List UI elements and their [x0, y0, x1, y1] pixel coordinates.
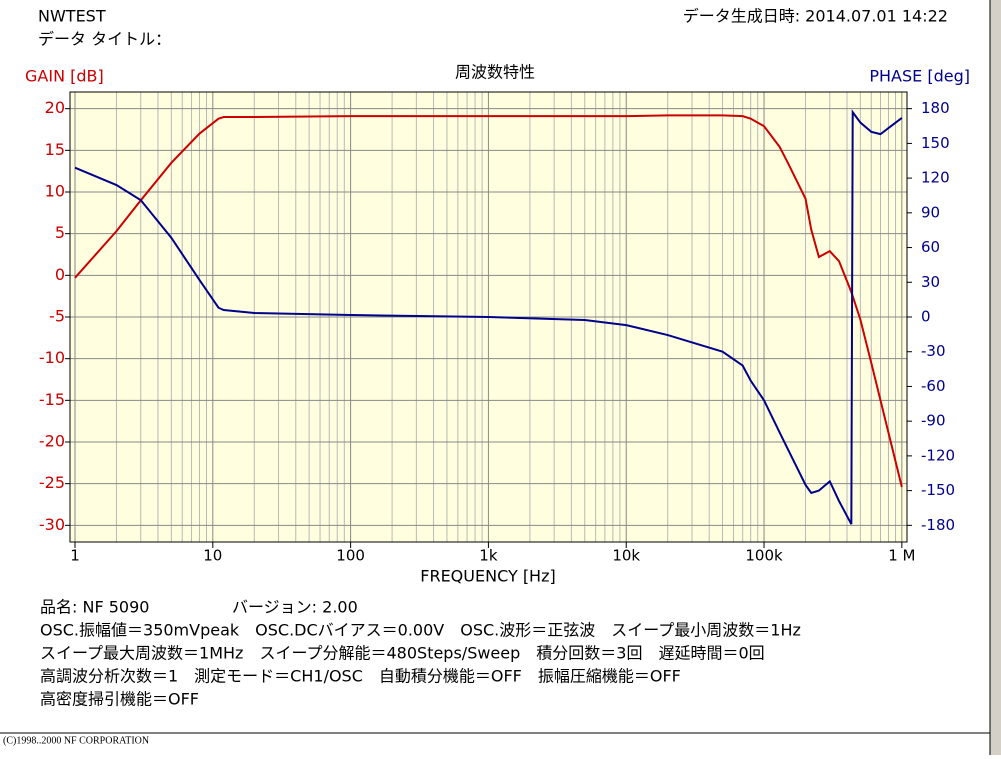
x-axis-label: FREQUENCY [Hz] [420, 567, 555, 586]
y2-tick-label: 90 [921, 203, 940, 221]
y-tick-label: 5 [55, 223, 65, 242]
y2-tick-label: 0 [921, 308, 931, 326]
x-tick-label: 100 [336, 547, 365, 565]
y2-tick-label: 180 [921, 99, 950, 117]
data-title: データ タイトル： [38, 30, 171, 49]
y-tick-label: 10 [45, 182, 65, 201]
date: データ生成日時: 2014.07.01 14:22 [683, 7, 948, 26]
y2-tick-label: -90 [921, 412, 946, 430]
chart-title: 周波数特性 [455, 63, 535, 82]
y-tick-label: 15 [45, 140, 65, 159]
window-edge [990, 0, 1001, 755]
y2-tick-label: 60 [921, 238, 940, 256]
y2-tick-label: -30 [921, 342, 946, 360]
version: バージョン: 2.00 [232, 598, 358, 617]
info-line: スイープ最大周波数＝1MHz スイープ分解能＝480Steps/Sweep 積分… [40, 644, 765, 663]
x-tick-label: 1 M [888, 547, 915, 565]
y2-tick-label: 120 [921, 169, 950, 187]
x-tick-label: 1k [479, 547, 498, 565]
copyright: (C)1998..2000 NF CORPORATION [3, 735, 149, 746]
y-tick-label: -25 [39, 473, 65, 492]
y2-tick-label: -120 [921, 446, 955, 464]
y2-tick-label: 150 [921, 134, 950, 152]
y-tick-label: -10 [39, 348, 65, 367]
plot-frame [69, 91, 908, 543]
y2-tick-label: 30 [921, 273, 940, 291]
x-tick-label: 1 [70, 547, 80, 565]
y2-tick-label: -180 [921, 516, 955, 534]
y-tick-label: -15 [39, 390, 65, 409]
file-name: NWTEST [38, 7, 106, 26]
x-tick-label: 10k [612, 547, 640, 565]
x-tick-label: 10 [203, 547, 222, 565]
x-tick-label: 100k [745, 547, 783, 565]
info-line: OSC.振幅値＝350mVpeak OSC.DCバイアス＝0.00V OSC.波… [40, 621, 801, 640]
y-tick-label: 0 [55, 265, 65, 284]
y-tick-label: -30 [39, 515, 65, 534]
info-line: 高調波分析次数＝1 測定モード＝CH1/OSC 自動積分機能＝OFF 振幅圧縮機… [40, 667, 681, 686]
y-axis-label: GAIN [dB] [25, 67, 104, 86]
y-tick-label: -20 [39, 432, 65, 451]
y2-tick-label: -150 [921, 481, 955, 499]
y2-tick-label: -60 [921, 377, 946, 395]
y-tick-label: 20 [45, 98, 65, 117]
info-line: 高密度掃引機能＝OFF [40, 690, 199, 709]
y-tick-label: -5 [49, 307, 65, 326]
product: 品名: NF 5090 [40, 598, 149, 617]
y2-axis-label: PHASE [deg] [869, 67, 970, 86]
series-line [74, 109, 903, 525]
